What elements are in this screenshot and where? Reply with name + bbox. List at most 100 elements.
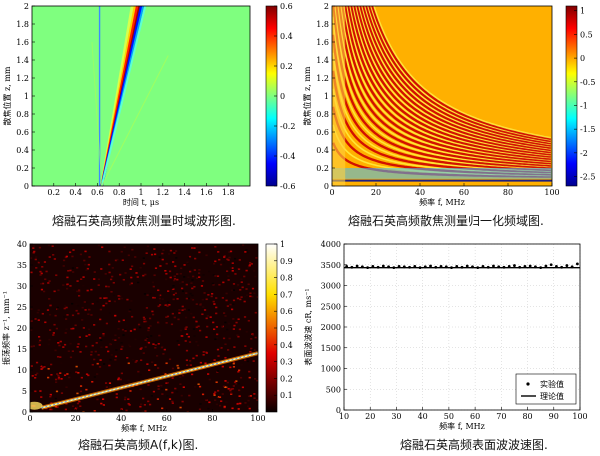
noise [250,338,253,340]
noise [96,398,99,401]
noise [177,344,181,346]
noise [66,314,69,316]
noise [65,386,68,389]
colorbar-tick-label: 0 [580,54,585,63]
colorbar-tick-label: 0 [280,92,285,101]
noise [168,398,172,400]
noise [56,373,59,375]
noise [91,344,94,347]
data-point [575,262,579,266]
y-tick-label: 1 [24,92,29,101]
noise [43,366,46,368]
noise [108,344,111,346]
noise [121,328,125,331]
noise [179,272,182,275]
x-axis-label: 频率 f, MHz [121,423,167,433]
noise [77,343,80,345]
noise [146,248,149,251]
noise [215,395,218,398]
y-tick-label: 0.6 [316,128,329,137]
noise [101,405,105,408]
noise [58,344,61,347]
noise [57,289,60,292]
noise [39,274,42,276]
fringe-red-8 [341,6,552,163]
fringe-red-10 [347,6,552,158]
noise [159,265,162,267]
data-point [350,265,354,269]
noise [108,364,111,367]
noise [165,322,168,324]
noise [124,272,127,274]
x-tick-label: 20 [371,188,381,197]
y-tick-label: 2 [24,2,29,11]
noise [187,297,190,300]
noise [202,274,205,276]
noise [77,312,80,315]
noise [183,308,186,311]
noise [165,262,168,265]
noise [165,272,168,275]
data-point [366,266,369,270]
noise [48,256,51,258]
noise [120,372,124,375]
noise [102,304,105,307]
noise [229,267,232,269]
fringe-red-17 [368,6,552,143]
noise [67,350,70,353]
noise [187,276,190,279]
noise [224,380,227,382]
noise [173,278,177,280]
noise [157,388,160,390]
noise [198,385,202,388]
y-tick-label: 0.6 [16,128,29,137]
noise [71,405,75,408]
noise [56,355,60,358]
noise [173,279,176,282]
noise [76,266,79,269]
noise [222,385,226,388]
noise [215,312,218,315]
noise [179,383,182,386]
noise [134,361,137,363]
noise [63,304,67,307]
noise [241,286,244,289]
noise [34,376,37,379]
noise [131,358,135,361]
noise [79,351,82,353]
noise [168,303,171,306]
noise [150,395,154,397]
colorbar-tick-label: 0.5 [280,324,293,333]
noise [93,410,96,412]
noise [50,363,53,366]
noise [239,298,242,301]
x-tick-label: 1.2 [156,188,169,197]
x-tick-label: 80 [522,412,532,421]
noise [130,315,134,318]
noise [80,409,83,411]
noise [60,362,63,365]
noise [50,402,53,404]
y-tick-label: 20 [17,324,27,333]
colorbar-tick-label: 0.2 [280,374,293,383]
noise [147,341,151,344]
colorbar-tick-label: 0.6 [280,2,293,11]
noise [237,370,240,373]
noise [191,294,194,297]
noise [36,372,39,375]
noise [181,374,185,377]
data-point [408,265,411,269]
noise [175,270,178,272]
noise [236,403,239,405]
fringe-red-5 [332,6,551,169]
fringe-red-6 [335,6,551,167]
noise [204,399,207,401]
noise [142,397,145,400]
noise [212,321,215,324]
y-tick-label: 10 [17,366,27,375]
noise [75,309,78,312]
noise [127,379,130,382]
noise [88,333,91,336]
noise [191,279,194,281]
